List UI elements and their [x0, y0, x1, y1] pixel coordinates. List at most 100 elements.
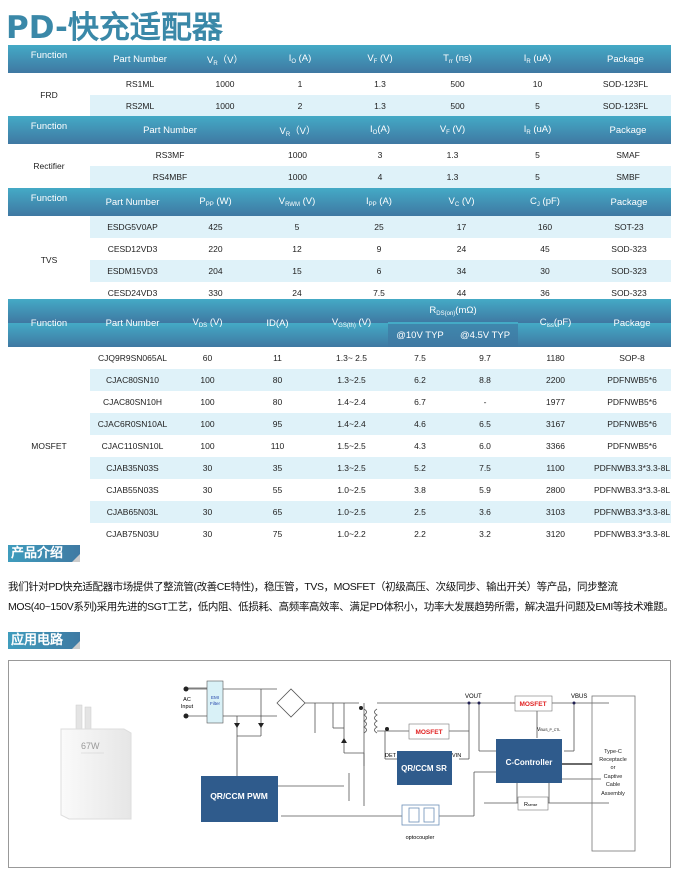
- value-cell: 1000: [215, 79, 235, 89]
- value-cell: 6.2: [388, 369, 452, 391]
- page-title: PD-快充适配器: [6, 10, 223, 46]
- value-cell: 5: [535, 150, 540, 160]
- value-cell: 95: [240, 413, 315, 435]
- emi-filter-label-1: EMI: [211, 695, 219, 700]
- part-number-cell: CESD24VD3: [107, 288, 158, 298]
- table-row: CJAC80SN10 100 80 1.3~2.5 6.2 8.8 2200 PDFNWB5*…: [8, 369, 672, 391]
- column-header: VR（V）: [190, 45, 260, 73]
- value-cell: PDFNWB5*6: [593, 369, 672, 391]
- column-header: Function: [8, 188, 90, 216]
- spec-table-rectifier: Function Part Number VR（V） IO(A) VF (V) IR (u…: [8, 116, 671, 188]
- column-header: VF (V): [415, 116, 490, 144]
- typec-label: Type-C Receptacle or Captive Cable Assem…: [599, 749, 627, 797]
- column-header: ID(A): [266, 317, 289, 329]
- part-number-cell: RS2ML: [90, 95, 190, 117]
- value-cell: 5: [490, 166, 585, 188]
- table-row: CJAC80SN10H 100 80 1.4~2.4 6.7 - 1977 PDFNWB5*6: [8, 391, 671, 413]
- value-cell: 330: [208, 288, 223, 298]
- ac-input-label-1: AC: [183, 697, 191, 703]
- column-header: Package: [587, 188, 671, 216]
- value-cell: 100: [200, 397, 215, 407]
- part-number-cell: CJQ9R9SN065AL: [98, 353, 167, 363]
- value-cell: SOD-123FL: [602, 79, 649, 89]
- value-cell: 24: [292, 288, 302, 298]
- table-row: CJAB55N03S 30 55 1.0~2.5 3.8 5.9 2800 PDFNWB3.3…: [8, 479, 671, 501]
- value-cell: 8.8: [452, 369, 519, 391]
- value-cell: 30: [175, 457, 240, 479]
- part-number-cell: CJAB35N03S: [90, 457, 175, 479]
- optocoupler-label: optocoupler: [406, 835, 435, 841]
- column-header: VC (V): [420, 188, 503, 216]
- column-header: Trr (ns): [420, 45, 495, 73]
- value-cell: 1100: [518, 457, 594, 479]
- value-cell: 3167: [518, 413, 594, 435]
- value-cell: 1.3: [415, 166, 490, 188]
- value-cell: 6.0: [479, 441, 491, 451]
- spec-table-frd: Function Part Number VR（V） IO (A) VF (V) Trr …: [8, 45, 671, 117]
- table-row: FRD RS1ML 1000 1 1.3 500 10 SOD-123FL: [8, 73, 671, 117]
- value-cell: 4: [345, 166, 415, 188]
- value-cell: 500: [420, 95, 495, 117]
- value-cell: 1000: [288, 150, 307, 160]
- rsense-label: Rsense: [524, 802, 537, 808]
- charger-wattage-label: 67W: [81, 741, 100, 751]
- function-cell: MOSFET: [8, 347, 90, 545]
- column-subheader: @10V TYP: [396, 330, 444, 341]
- value-cell: 110: [270, 441, 285, 451]
- svg-text:or: or: [611, 765, 616, 771]
- part-number-cell: CJAB65N03L: [90, 501, 175, 523]
- value-cell: 34: [420, 260, 503, 282]
- value-cell: 1000: [190, 95, 260, 117]
- value-cell: PDFNWB5*6: [607, 441, 657, 451]
- part-number-cell: CJAC6R0SN10AL: [90, 413, 175, 435]
- column-header: VR（V）: [250, 116, 345, 144]
- emi-filter-label-2: Filter: [210, 701, 221, 706]
- value-cell: 7.5: [373, 288, 385, 298]
- part-number-cell: CESD12VD3: [107, 244, 158, 254]
- value-cell: SOD-323: [611, 244, 647, 254]
- column-header: Function: [30, 317, 68, 329]
- svg-text:Receptacle: Receptacle: [599, 757, 627, 763]
- intro-text-line-2: MOS(40~150V系列)采用先进的SGT工艺，低内阻、低损耗、高频率高效率、…: [8, 601, 674, 613]
- table-row: TVS ESDG5V0AP 425 5 25 17 160 SOT-23: [8, 216, 671, 304]
- charger-image: 67W: [60, 704, 132, 820]
- vin-label: VIN: [452, 753, 461, 759]
- column-header: Part Number: [90, 188, 175, 216]
- value-cell: 30: [202, 485, 213, 495]
- value-cell: 160: [503, 216, 587, 238]
- ac-input-label-2: Input: [181, 704, 194, 710]
- function-cell: FRD: [8, 73, 90, 117]
- value-cell: 9: [376, 244, 382, 254]
- det-label: DET: [385, 753, 397, 759]
- part-number-cell: ESDG5V0AP: [90, 216, 175, 238]
- value-cell: SOP-8: [619, 353, 645, 363]
- value-cell: 1180: [546, 353, 565, 363]
- value-cell: PDFNWB3.3*3.3-8L: [593, 501, 672, 523]
- value-cell: 80: [272, 397, 283, 407]
- value-cell: 1.0~2.2: [337, 529, 366, 539]
- value-cell: PDFNWB5*6: [607, 397, 657, 407]
- column-header: RDS(on)(mΩ): [388, 299, 519, 324]
- column-header: VGS(th) (V): [331, 317, 372, 329]
- value-cell: 24: [456, 244, 467, 254]
- column-header: Ciss(pF): [539, 317, 572, 329]
- part-number-cell: RS4MBF: [90, 166, 250, 188]
- column-header: Part Number: [90, 45, 190, 73]
- value-cell: 55: [272, 485, 283, 495]
- table-row: ESDM15VD3 204 15 6 34 30 SOD-323: [8, 260, 671, 282]
- column-header: IO(A): [345, 116, 415, 144]
- part-number-cell: CJAC80SN10H: [102, 397, 163, 407]
- value-cell: 500: [450, 79, 465, 89]
- column-header: Part Number: [90, 116, 250, 144]
- value-cell: 2800: [546, 485, 565, 495]
- table-row: CJAC110SN10L 100 110 1.5~2.5 4.3 6.0 3366 PDFNW…: [8, 435, 671, 457]
- column-header: Function: [8, 116, 90, 144]
- value-cell: 5: [256, 216, 338, 238]
- column-header: Package: [585, 116, 671, 144]
- part-number-cell: RS3MF: [155, 150, 185, 160]
- value-cell: 3.6: [452, 501, 519, 523]
- column-header: PPP (W): [175, 188, 256, 216]
- column-header: IO (A): [260, 45, 340, 73]
- value-cell: 204: [175, 260, 256, 282]
- c-controller-label: C-Controller: [506, 758, 553, 767]
